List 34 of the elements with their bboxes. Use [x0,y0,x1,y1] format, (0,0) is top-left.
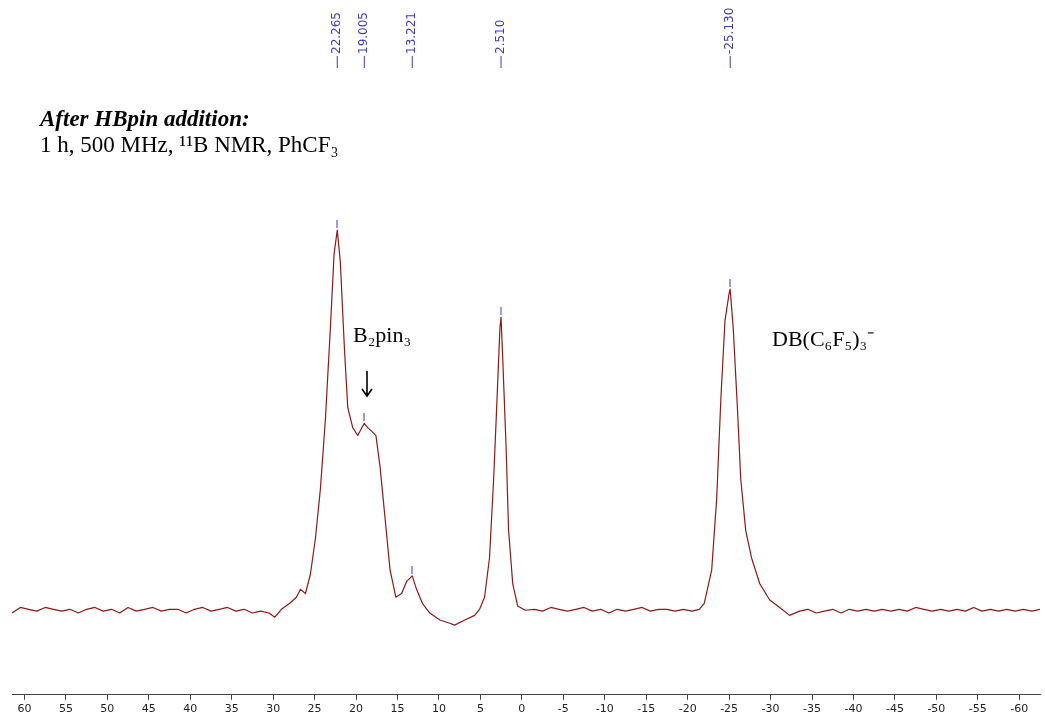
x-tick-label: -35 [803,702,821,716]
x-tick-label: 25 [307,702,322,716]
x-tick-label: -10 [595,702,614,716]
x-tick-label: -40 [844,702,863,716]
annotation: B₂pin₃ [353,322,412,348]
x-tick-label: -5 [557,702,569,716]
x-tick-label: 55 [58,702,73,716]
x-tick-label: 35 [224,702,239,716]
x-tick-label: 40 [183,702,198,716]
x-tick-label: -55 [968,702,987,716]
annotation: 13.221 [404,12,419,54]
x-tick-label: 60 [17,702,32,716]
x-tick-label: -45 [885,702,904,716]
x-tick-label: 45 [141,702,156,716]
x-tick-label: 30 [266,702,281,716]
chart-subtitle: 1 h, 500 MHz, ¹¹B NMR, PhCF₃ [40,132,339,158]
annotation: 2.510 [493,19,508,54]
annotation: 22.265 [329,12,344,54]
annotation: DB(C₆F₅)₃⁻ [772,325,875,352]
x-tick-label: 5 [476,702,484,716]
annotation: 19.005 [356,12,371,54]
x-tick-label: -15 [637,702,656,716]
x-tick-label: -50 [927,702,946,716]
x-tick-label: 10 [431,702,446,716]
x-tick-label: 50 [100,702,115,716]
annotation: -25.130 [722,7,737,54]
x-tick-label: 20 [349,702,364,716]
x-tick-label: -30 [761,702,780,716]
x-tick-label: -20 [678,702,697,716]
chart-title: After HBpin addition: [40,106,251,132]
x-tick-label: -25 [720,702,739,716]
x-tick-label: 0 [518,702,526,716]
x-tick-label: -60 [1010,702,1029,716]
x-tick-label: 15 [390,702,405,716]
